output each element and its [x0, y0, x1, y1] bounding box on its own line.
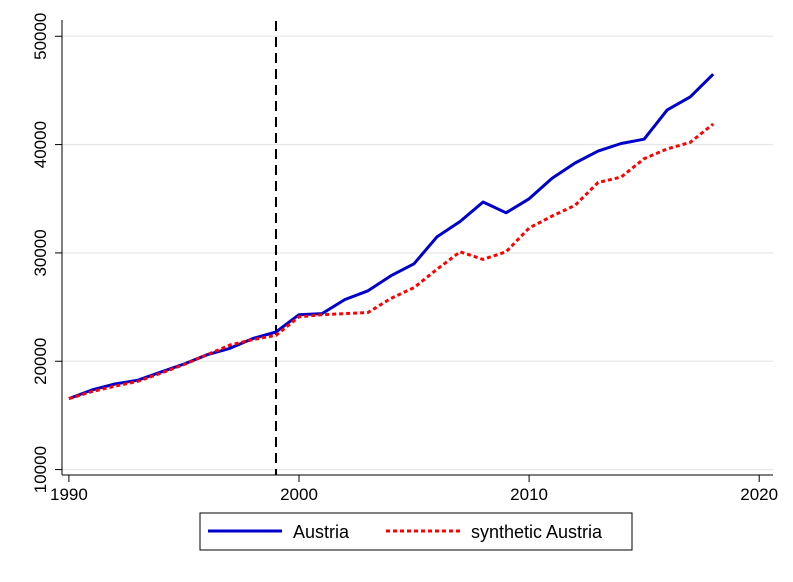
y-tick-label: 10000: [31, 446, 50, 493]
legend: Austria synthetic Austria: [199, 512, 633, 551]
y-ticks: 10000 20000 30000 40000 50000: [31, 13, 62, 493]
legend-label-austria: Austria: [293, 522, 350, 542]
x-tick-label: 2000: [280, 485, 318, 504]
plot-area: [62, 20, 773, 475]
x-tick-label: 2020: [740, 485, 778, 504]
y-tick-label: 50000: [31, 13, 50, 60]
series-line-synthetic-austria: [68, 122, 715, 401]
gridlines: [62, 35, 773, 471]
x-tick-label: 1990: [50, 485, 88, 504]
y-tick-label: 40000: [31, 121, 50, 168]
axes: [61, 20, 773, 476]
x-ticks: 1990 2000 2010 2020: [50, 475, 778, 504]
legend-label-synthetic-austria: synthetic Austria: [471, 522, 603, 542]
series-lines: [68, 73, 715, 401]
y-tick-label: 20000: [31, 338, 50, 385]
y-tick-label: 30000: [31, 229, 50, 276]
x-tick-label: 2010: [510, 485, 548, 504]
